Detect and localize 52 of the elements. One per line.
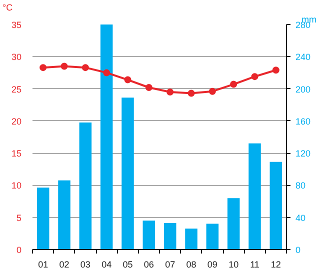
y-tick-label: 5 (16, 212, 22, 223)
x-tick-label: 01 (38, 260, 48, 270)
bar (79, 122, 92, 250)
y-axis-title: °C (2, 2, 14, 12)
bar (142, 220, 156, 250)
bar (122, 98, 134, 250)
point (103, 69, 110, 76)
y-tick-label: 10 (11, 180, 22, 191)
point (124, 76, 132, 84)
bar (36, 188, 50, 250)
y-tick-label: 25 (11, 84, 22, 94)
y2-tick-label: 240 (296, 52, 311, 62)
point (82, 64, 89, 72)
bar (185, 228, 198, 250)
bar (100, 24, 113, 250)
y2-tick-label: 80 (296, 180, 306, 191)
bar (164, 222, 176, 250)
y2-tick-label: 120 (296, 148, 311, 159)
x-tick-label: 10 (228, 260, 239, 270)
y-tick-label: 35 (11, 20, 22, 30)
point (166, 88, 174, 96)
x-tick-label: 02 (59, 260, 70, 270)
y2-tick-label: 0 (296, 245, 301, 255)
point (40, 64, 47, 72)
x-tick-label: 05 (122, 260, 133, 270)
y-tick-label: 0 (16, 245, 22, 255)
bar (227, 198, 240, 250)
x-tick-label: 08 (186, 260, 196, 270)
bar (270, 162, 282, 250)
point (230, 80, 238, 88)
x-tick-label: 03 (80, 260, 90, 270)
y-tick-label: 20 (11, 116, 22, 126)
point (145, 84, 152, 91)
x-tick-label: 11 (250, 260, 260, 270)
y2-tick-label: 40 (296, 212, 306, 223)
x-tick-label: 04 (102, 260, 112, 270)
bar (206, 224, 219, 250)
x-tick-label: 12 (270, 260, 281, 270)
x-tick-label: 09 (207, 260, 218, 270)
y2-tick-label: 160 (296, 116, 311, 126)
x-tick-label: 07 (165, 260, 176, 270)
x-tick-label: 06 (144, 260, 154, 270)
y-tick-label: 15 (11, 148, 22, 159)
point (60, 62, 68, 70)
bar (58, 180, 70, 250)
point (208, 88, 216, 95)
y2-tick-label: 200 (296, 84, 311, 94)
y-tick-label: 30 (11, 52, 22, 62)
bar (248, 143, 261, 250)
point (251, 73, 258, 80)
point (188, 90, 195, 97)
point (272, 66, 280, 74)
